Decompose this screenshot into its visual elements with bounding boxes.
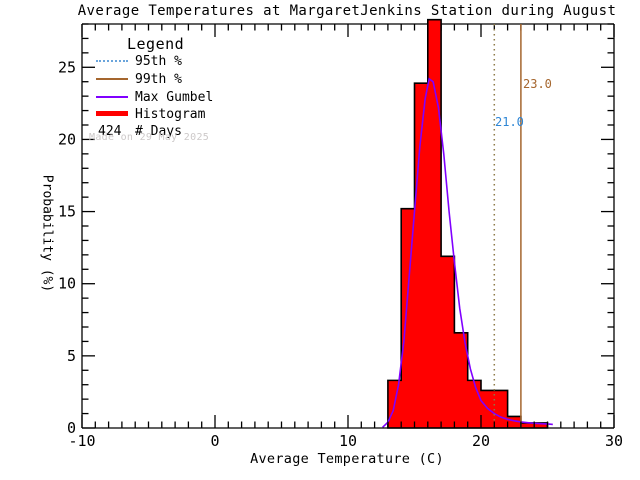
days-label: # Days — [135, 124, 182, 139]
x-tick-label: 30 — [605, 432, 623, 450]
p99-solid-line-sample — [96, 78, 128, 80]
x-tick-label: -10 — [68, 432, 95, 450]
legend-label-95th: 95th % — [135, 54, 182, 69]
y-tick-label: 5 — [67, 347, 76, 365]
x-axis-label: Average Temperature (C) — [250, 451, 444, 467]
y-axis-label: Probability (%) — [39, 174, 55, 293]
legend: Legend 95th % 99th % Max Gumbel Histogra… — [89, 33, 304, 148]
legend-label-gumbel: Max Gumbel — [135, 90, 214, 105]
p95-dotted-line-sample — [96, 60, 128, 62]
chart-title: Average Temperatures at MargaretJenkins … — [77, 3, 617, 19]
legend-label-99th: 99th % — [135, 72, 182, 87]
legend-title: Legend — [127, 35, 185, 53]
p99-value-label: 23.0 — [523, 77, 552, 91]
gumbel-line-sample — [96, 96, 128, 98]
y-tick-label: 20 — [58, 130, 76, 148]
x-tick-label: 0 — [210, 432, 219, 450]
y-tick-label: 10 — [58, 275, 76, 293]
made-on-stamp: Made on 29 May 2025 — [89, 132, 210, 143]
histogram-swatch — [96, 111, 128, 116]
days-count: 424 — [98, 124, 122, 139]
x-tick-label: 20 — [472, 432, 490, 450]
legend-label-histogram: Histogram — [135, 107, 206, 122]
x-tick-label: 10 — [339, 432, 357, 450]
y-tick-label: 15 — [58, 203, 76, 221]
y-tick-label: 25 — [58, 58, 76, 76]
y-tick-label: 0 — [67, 419, 76, 437]
p95-value-label: 21.0 — [495, 115, 524, 129]
